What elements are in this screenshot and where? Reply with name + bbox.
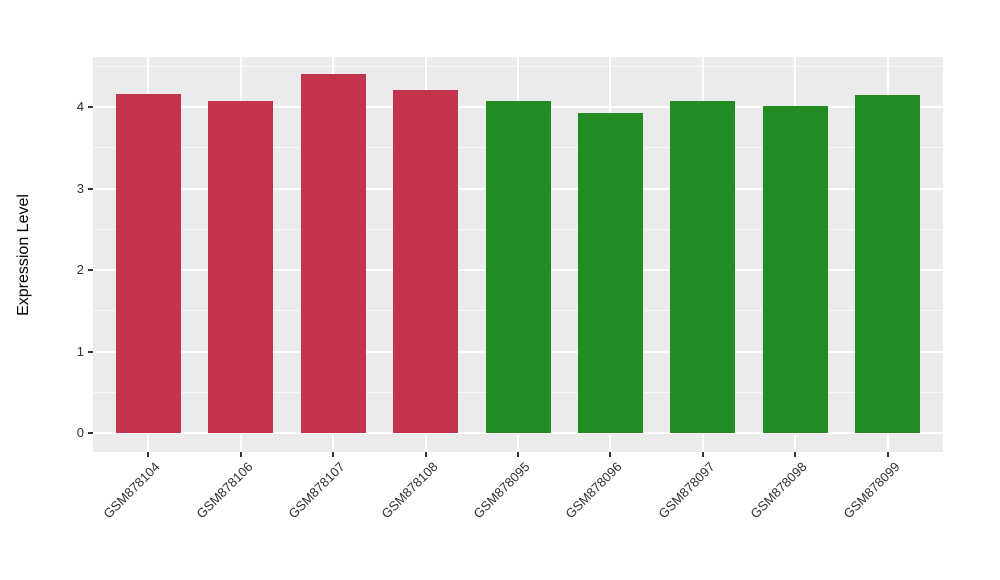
x-tick-label: GSM878107 [285, 459, 348, 522]
x-axis-tick [517, 452, 519, 457]
bar-GSM878097 [670, 101, 736, 433]
plot-panel [93, 57, 943, 452]
x-axis-tick [332, 452, 335, 457]
bar-GSM878106 [208, 100, 274, 433]
bar-GSM878107 [300, 74, 366, 433]
x-tick-label: GSM878106 [193, 459, 256, 522]
y-tick-label: 4 [76, 99, 84, 115]
x-axis-tick [239, 452, 242, 457]
y-tick-label: 1 [76, 343, 84, 359]
bar-GSM878095 [485, 100, 551, 433]
y-axis-tick [88, 106, 93, 109]
x-tick-label: GSM878096 [562, 459, 626, 522]
bar-GSM878104 [115, 94, 181, 433]
y-axis-tick [88, 432, 93, 434]
x-axis-tick [886, 452, 889, 457]
y-tick-label: 0 [76, 425, 84, 440]
x-axis-tick [701, 452, 704, 457]
y-tick-label: 3 [76, 180, 84, 196]
x-tick-label: GSM878098 [747, 459, 810, 522]
y-axis-tick [88, 350, 93, 353]
y-axis-tick [88, 269, 93, 272]
x-axis-tick [609, 452, 612, 457]
x-tick-label: GSM878108 [377, 459, 441, 522]
x-tick-label: GSM878095 [470, 459, 533, 522]
x-tick-label: GSM878099 [839, 459, 903, 522]
x-tick-label: GSM878097 [655, 459, 718, 522]
y-tick-label: 2 [76, 262, 84, 278]
y-axis-title: Expression Level [15, 194, 32, 316]
x-tick-label: GSM878104 [100, 459, 164, 522]
x-axis-tick [147, 452, 150, 457]
bar-GSM878096 [577, 112, 643, 433]
bar-GSM878099 [855, 94, 921, 433]
x-axis-tick [794, 452, 797, 457]
x-axis-tick [424, 452, 427, 457]
y-axis-tick [88, 187, 93, 190]
bar-GSM878108 [393, 89, 459, 433]
bar-GSM878098 [762, 106, 828, 433]
